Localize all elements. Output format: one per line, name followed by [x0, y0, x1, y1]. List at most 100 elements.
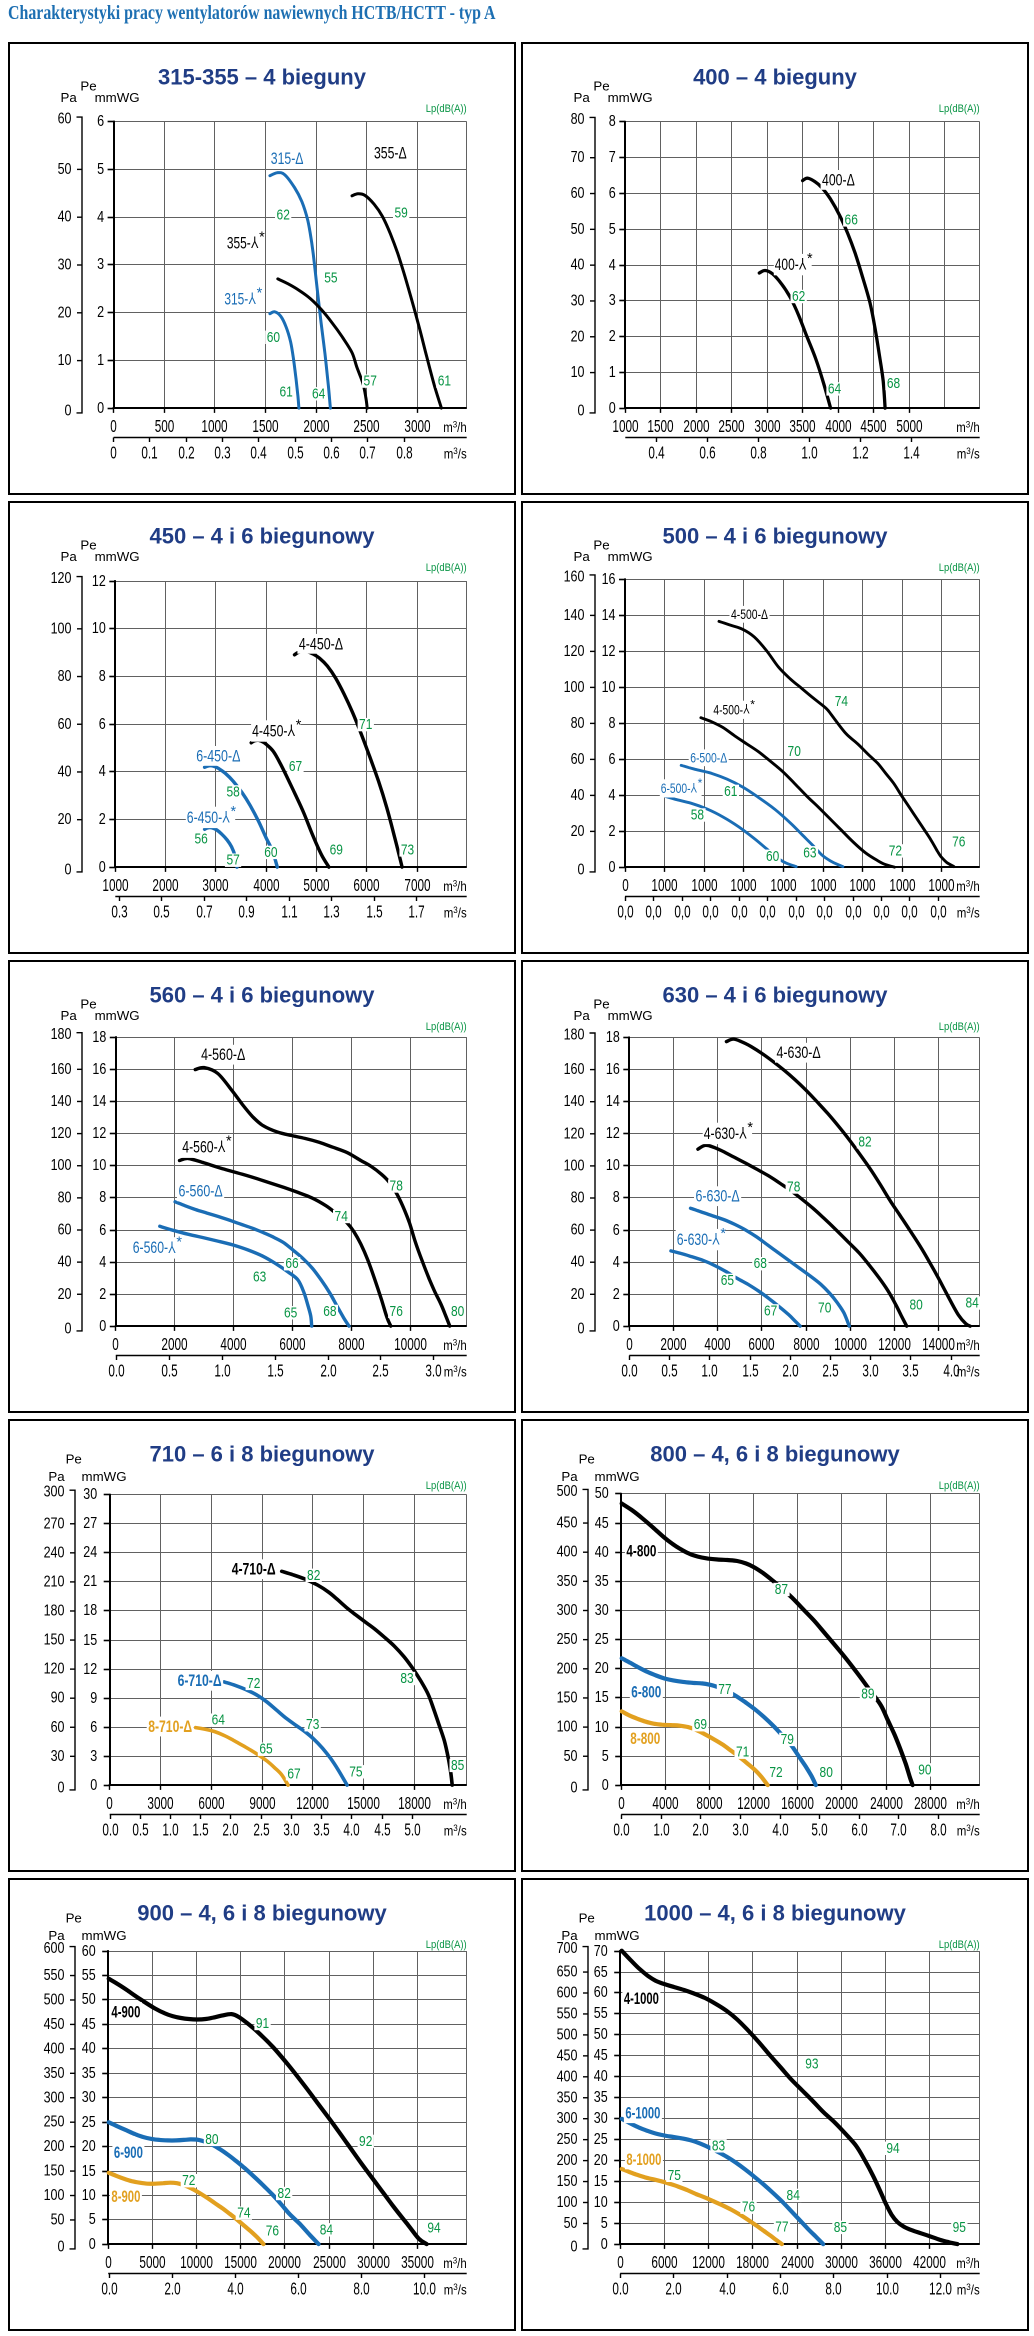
svg-text:355-Δ: 355-Δ — [374, 144, 407, 162]
svg-text:50: 50 — [82, 1991, 96, 2008]
svg-text:5.0: 5.0 — [404, 1820, 420, 1840]
svg-text:m3/h: m3/h — [956, 878, 980, 894]
svg-text:15: 15 — [82, 2163, 96, 2180]
svg-text:500 – 4 i 6 biegunowy: 500 – 4 i 6 biegunowy — [663, 524, 889, 549]
svg-text:82: 82 — [278, 2185, 291, 2202]
svg-text:300: 300 — [44, 1484, 65, 1501]
svg-text:65: 65 — [721, 1272, 734, 1289]
svg-text:0: 0 — [622, 875, 629, 895]
svg-text:Lp(dB(A)): Lp(dB(A)) — [939, 1939, 980, 1951]
svg-text:2000: 2000 — [683, 416, 709, 436]
svg-text:77: 77 — [775, 2218, 788, 2235]
svg-text:1.1: 1.1 — [281, 902, 297, 922]
svg-text:m3/h: m3/h — [443, 1337, 467, 1353]
svg-text:0,0: 0,0 — [788, 902, 804, 922]
svg-text:7.0: 7.0 — [890, 1820, 906, 1840]
svg-text:30: 30 — [594, 2110, 608, 2127]
svg-text:6-800: 6-800 — [631, 1684, 661, 1702]
svg-text:0: 0 — [110, 443, 117, 463]
svg-text:2: 2 — [99, 811, 106, 828]
svg-text:83: 83 — [400, 1670, 413, 1687]
svg-text:120: 120 — [51, 1125, 72, 1142]
svg-text:0.4: 0.4 — [250, 443, 266, 463]
svg-text:Pa: Pa — [574, 1008, 591, 1023]
svg-text:315-355 – 4 bieguny: 315-355 – 4 bieguny — [158, 65, 367, 90]
svg-text:0: 0 — [571, 1779, 578, 1796]
svg-text:92: 92 — [359, 2133, 372, 2150]
svg-text:m3/s: m3/s — [957, 1823, 980, 1839]
svg-text:8-800: 8-800 — [630, 1730, 660, 1748]
svg-text:400 – 4 bieguny: 400 – 4 bieguny — [693, 65, 858, 90]
svg-text:0.0: 0.0 — [621, 1361, 637, 1381]
svg-text:0.2: 0.2 — [178, 443, 194, 463]
svg-text:1.5: 1.5 — [742, 1361, 758, 1381]
svg-text:40: 40 — [594, 2068, 608, 2085]
svg-text:20: 20 — [595, 1660, 609, 1677]
svg-text:Pe: Pe — [80, 538, 96, 553]
svg-text:50: 50 — [571, 221, 585, 238]
svg-text:0.8: 0.8 — [396, 443, 412, 463]
svg-text:3: 3 — [97, 256, 104, 273]
svg-text:*: * — [259, 229, 265, 245]
svg-text:18: 18 — [83, 1602, 97, 1619]
svg-text:0.8: 0.8 — [750, 443, 766, 463]
svg-text:8.0: 8.0 — [353, 2279, 369, 2299]
svg-text:91: 91 — [256, 2015, 269, 2032]
svg-text:1.3: 1.3 — [323, 902, 339, 922]
svg-text:0,0: 0,0 — [674, 902, 690, 922]
svg-text:40: 40 — [571, 257, 585, 274]
svg-text:67: 67 — [764, 1302, 777, 1319]
svg-text:450: 450 — [557, 1515, 578, 1532]
svg-text:1.0: 1.0 — [801, 443, 817, 463]
svg-text:18000: 18000 — [736, 2252, 769, 2272]
svg-text:350: 350 — [557, 2089, 578, 2106]
svg-text:0: 0 — [58, 1779, 65, 1796]
svg-text:25: 25 — [595, 1631, 609, 1648]
svg-text:10000: 10000 — [834, 1334, 867, 1354]
svg-text:61: 61 — [724, 783, 737, 800]
svg-text:0.4: 0.4 — [648, 443, 664, 463]
svg-text:2: 2 — [97, 304, 104, 321]
svg-text:6-900: 6-900 — [114, 2144, 143, 2162]
svg-text:0.1: 0.1 — [141, 443, 157, 463]
svg-text:1000: 1000 — [102, 875, 128, 895]
svg-text:1: 1 — [97, 352, 104, 369]
svg-text:Pa: Pa — [561, 1928, 578, 1943]
svg-text:0: 0 — [609, 859, 616, 876]
svg-text:55: 55 — [594, 2005, 608, 2022]
svg-text:61: 61 — [438, 373, 451, 390]
svg-text:m3/h: m3/h — [443, 2255, 467, 2271]
svg-text:1000: 1000 — [849, 875, 875, 895]
svg-text:350: 350 — [557, 1573, 578, 1590]
svg-text:35: 35 — [82, 2065, 96, 2082]
svg-text:6000: 6000 — [198, 1793, 224, 1813]
svg-text:20: 20 — [571, 823, 585, 840]
svg-text:50: 50 — [51, 2211, 65, 2228]
svg-text:8: 8 — [99, 1189, 106, 1206]
svg-text:0: 0 — [602, 1777, 609, 1794]
svg-text:90: 90 — [51, 1690, 65, 1707]
svg-text:Pa: Pa — [48, 1469, 65, 1484]
svg-text:6-630-Δ: 6-630-Δ — [696, 1188, 740, 1206]
svg-text:450: 450 — [557, 2047, 578, 2064]
svg-text:20000: 20000 — [825, 1793, 858, 1813]
svg-text:1000: 1000 — [928, 875, 954, 895]
svg-text:0: 0 — [99, 1318, 106, 1335]
svg-text:6.0: 6.0 — [851, 1820, 867, 1840]
svg-text:45: 45 — [594, 2047, 608, 2064]
svg-text:50: 50 — [564, 1748, 578, 1765]
svg-text:80: 80 — [58, 668, 72, 685]
svg-text:1.5: 1.5 — [267, 1361, 283, 1381]
svg-text:16: 16 — [606, 1061, 620, 1078]
svg-text:10: 10 — [92, 620, 106, 637]
svg-text:m3/s: m3/s — [957, 905, 980, 921]
svg-text:35000: 35000 — [401, 2252, 434, 2272]
svg-text:mmWG: mmWG — [82, 1469, 127, 1484]
svg-text:1.0: 1.0 — [653, 1820, 669, 1840]
svg-text:66: 66 — [845, 211, 858, 228]
svg-text:85: 85 — [834, 2219, 847, 2236]
svg-text:69: 69 — [694, 1716, 707, 1733]
svg-text:Pe: Pe — [579, 1911, 595, 1926]
svg-text:4.0: 4.0 — [227, 2279, 243, 2299]
svg-text:400: 400 — [557, 2068, 578, 2085]
